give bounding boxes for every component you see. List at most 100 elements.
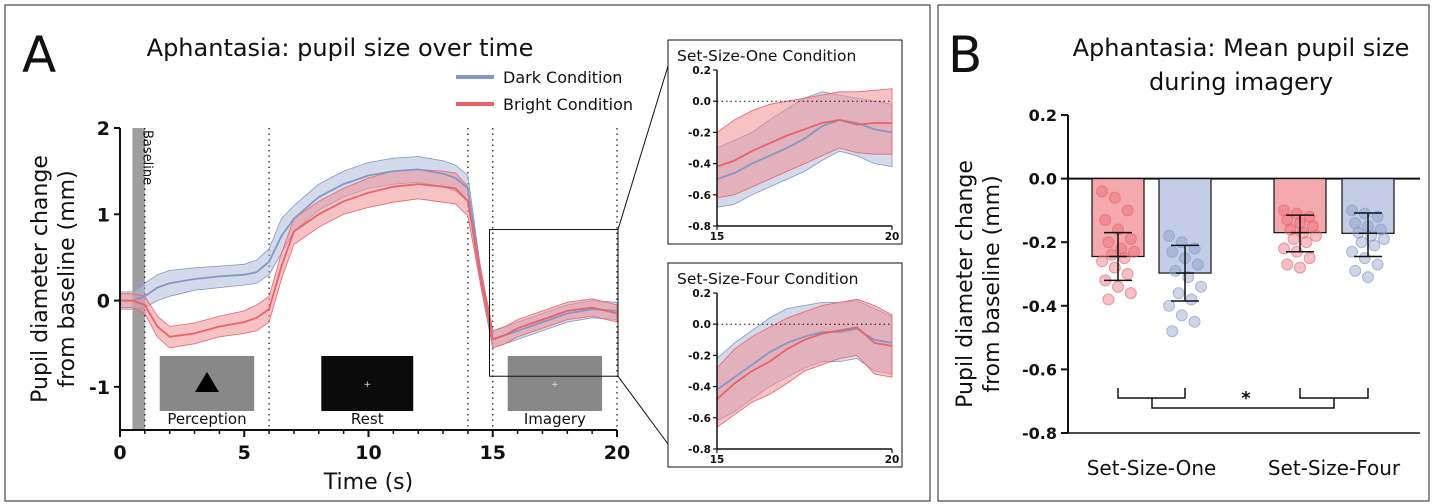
data-point: [1105, 248, 1118, 261]
y-axis-label-line: from baseline (mm): [55, 170, 80, 387]
bar-y-tick-label: -0.8: [1022, 424, 1057, 443]
confidence-band: [119, 168, 618, 349]
data-point: [1349, 264, 1362, 277]
inset-title: Set-Size-Four Condition: [677, 270, 858, 288]
data-point: [1188, 315, 1201, 328]
baseline-label: Baseline: [140, 130, 155, 185]
inset-y-tick-label: 0.2: [692, 288, 711, 300]
phase-label: Perception: [167, 410, 246, 428]
data-point: [1175, 309, 1188, 322]
inset-y-tick-label: 0.0: [692, 319, 711, 331]
inset-series-line: [716, 326, 893, 400]
category-label: Set-Size-One: [1087, 456, 1217, 480]
bar-y-tick-label: 0.0: [1029, 170, 1057, 189]
stimulus-thumbnail: [507, 356, 603, 411]
category-label: Set-Size-Four: [1268, 456, 1401, 480]
data-point: [1124, 233, 1137, 246]
x-axis-label: Time (s): [323, 470, 413, 495]
inset-x-tick-label: 15: [710, 231, 725, 243]
data-point: [1096, 255, 1108, 268]
data-point: [1169, 264, 1182, 277]
data-point: [1294, 261, 1306, 274]
significance-marker: *: [1241, 388, 1251, 409]
bar-y-axis-label-line: from baseline (mm): [980, 175, 1005, 392]
data-point: [1163, 299, 1175, 312]
panel-a-frame: [4, 4, 931, 502]
zoom-connector: [617, 65, 669, 230]
data-point: [1099, 213, 1112, 226]
inset-x-tick-label: 20: [885, 231, 900, 243]
legend-label: Bright Condition: [503, 95, 633, 114]
bar-chart-title: during imagery: [1149, 68, 1333, 96]
significance-bracket: [1117, 388, 1186, 399]
bar-y-axis-label: Pupil diameter changefrom baseline (mm): [953, 160, 1005, 408]
y-axis-label-line: Pupil diameter change: [28, 155, 53, 403]
chart-title: Aphantasia: pupil size over time: [147, 34, 534, 62]
panel-b-letter: B: [948, 26, 982, 84]
data-point: [1121, 268, 1134, 280]
y-axis-label: Pupil diameter changefrom baseline (mm): [28, 155, 80, 403]
main-timecourse-chart: Aphantasia: pupil size over time Pupil di…: [28, 34, 669, 495]
data-point: [1108, 191, 1121, 204]
data-point: [1195, 280, 1207, 293]
phase-label: Rest: [351, 410, 384, 428]
inset-y-tick-label: -0.8: [688, 221, 711, 233]
data-point: [1096, 185, 1108, 198]
panel-b-frame: [937, 4, 1430, 502]
x-tick-label: 0: [113, 442, 126, 464]
fixation-cross: +: [551, 380, 559, 390]
data-point: [1303, 252, 1316, 265]
data-point: [1287, 233, 1300, 246]
bar-y-tick-label: -0.6: [1022, 360, 1057, 379]
data-point: [1371, 210, 1384, 223]
inset-series-line: [716, 118, 893, 181]
bar-y-tick-label: -0.4: [1022, 297, 1057, 316]
data-point: [1172, 287, 1185, 300]
data-point: [1118, 252, 1131, 265]
inset-y-tick-label: -0.8: [688, 444, 711, 456]
data-point: [1163, 229, 1175, 242]
data-point: [1191, 258, 1204, 271]
bar-chart: Aphantasia: Mean pupil size during imager…: [953, 34, 1420, 480]
data-point: [1300, 236, 1313, 249]
y-tick-label: 1: [97, 204, 110, 226]
significance-bracket: [1151, 398, 1335, 409]
bar-y-tick-label: -0.2: [1022, 233, 1057, 252]
y-tick-label: -1: [89, 377, 110, 399]
data-point: [1355, 236, 1368, 249]
data-point: [1102, 236, 1115, 249]
data-point: [1368, 239, 1381, 252]
inset-y-tick-label: -0.6: [688, 190, 711, 202]
series-line: [120, 183, 618, 341]
fixation-cross: +: [363, 380, 371, 390]
inset-x-tick-label: 15: [710, 454, 725, 466]
inset-y-tick-label: -0.2: [688, 127, 711, 139]
data-point: [1124, 287, 1137, 300]
panel-a-letter: A: [22, 26, 56, 84]
inset-y-tick-label: -0.4: [688, 382, 711, 394]
data-point: [1185, 293, 1198, 306]
data-point: [1112, 280, 1124, 293]
data-point: [1166, 245, 1179, 258]
bar-y-axis-label-line: Pupil diameter change: [953, 160, 978, 408]
x-tick-label: 20: [604, 442, 630, 464]
significance-bracket: [1299, 388, 1369, 399]
inset-y-tick-label: 0.0: [692, 96, 711, 108]
data-point: [1102, 293, 1115, 306]
data-point: [1128, 245, 1140, 258]
legend-label: Dark Condition: [503, 68, 622, 87]
data-point: [1346, 204, 1358, 217]
zoom-connector: [617, 375, 669, 445]
data-point: [1346, 245, 1358, 258]
series-line: [120, 168, 618, 341]
triangle-stimulus: [194, 372, 219, 392]
phase-label: Imagery: [524, 410, 586, 428]
x-tick-label: 10: [355, 442, 381, 464]
inset-y-tick-label: -0.6: [688, 413, 711, 425]
data-point: [1121, 204, 1134, 217]
inset-y-tick-label: -0.2: [688, 350, 711, 362]
